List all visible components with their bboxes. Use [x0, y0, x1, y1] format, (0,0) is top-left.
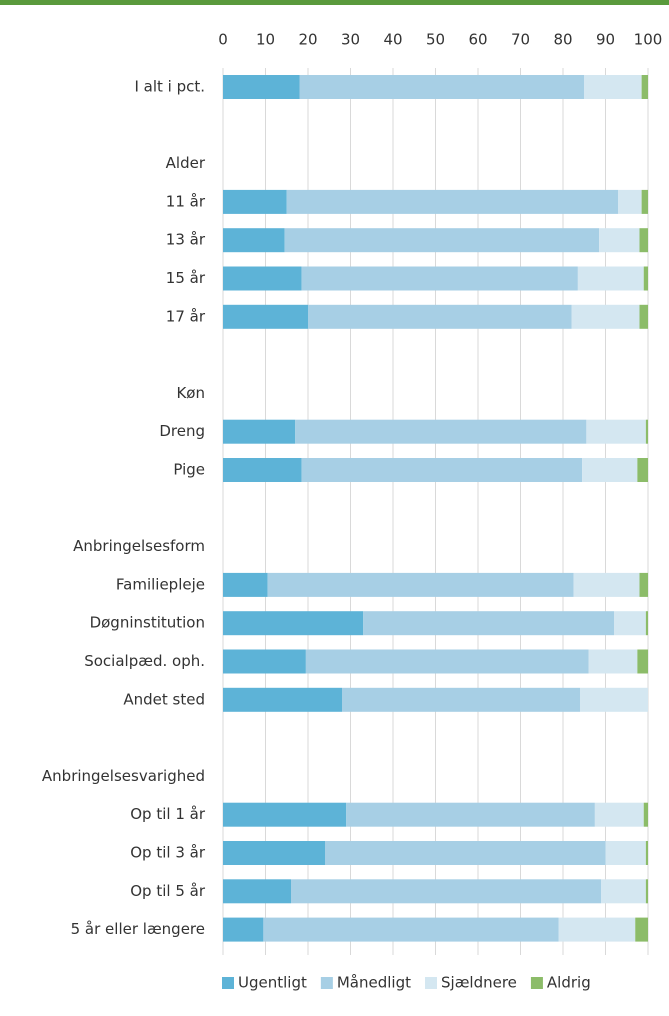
category-label: Anbringelsesform: [73, 537, 205, 555]
bar-segment: [637, 649, 648, 674]
bar-segment: [571, 304, 640, 329]
category-label: Op til 5 år: [130, 882, 206, 900]
bar-segment: [582, 458, 638, 482]
bar-segment: [605, 841, 646, 865]
bar-segment: [301, 266, 578, 291]
x-tick-label: 80: [553, 31, 572, 49]
x-tick-label: 10: [256, 31, 275, 49]
bar-segment: [577, 266, 644, 291]
bar-segment: [645, 841, 648, 865]
legend-swatch: [530, 977, 543, 989]
bar-segment: [586, 419, 646, 444]
category-label: 17 år: [166, 307, 206, 325]
bar-segment: [223, 228, 285, 253]
bar-segment: [618, 189, 642, 214]
bar-segment: [223, 611, 364, 636]
category-label: Anbringelsesvarighed: [42, 767, 205, 785]
legend-swatch: [425, 977, 437, 989]
bar-segment: [305, 649, 589, 674]
bar-segment: [614, 611, 646, 636]
bar-segment: [291, 879, 602, 904]
legend-label: Sjældnere: [441, 974, 517, 992]
category-label: Døgninstitution: [90, 614, 205, 632]
bar-segment: [558, 917, 636, 942]
bar-segment: [601, 879, 646, 904]
bar-segment: [346, 802, 595, 827]
bar-segment: [643, 802, 648, 827]
x-tick-label: 20: [298, 31, 317, 49]
bar-segment: [263, 917, 559, 942]
bar-segment: [284, 228, 600, 253]
category-label: Familiepleje: [116, 575, 205, 593]
category-label: 5 år eller længere: [71, 920, 205, 938]
x-tick-label: 70: [511, 31, 530, 49]
bar-segment: [223, 687, 342, 712]
bar-segment: [599, 228, 640, 253]
bar-segment: [223, 649, 306, 674]
bar-segment: [639, 228, 648, 253]
legend-label: Ugentligt: [238, 974, 307, 992]
category-label: 15 år: [166, 269, 206, 287]
bar-segment: [594, 802, 644, 827]
bar-segment: [645, 879, 648, 904]
bar-segment: [635, 917, 648, 942]
bar-segment: [641, 75, 648, 99]
bar-segment: [223, 75, 300, 99]
bar-segment: [588, 649, 638, 674]
bar-segment: [643, 266, 648, 291]
bar-segment: [363, 611, 614, 636]
category-label: Op til 1 år: [130, 805, 206, 823]
bar-segment: [573, 572, 640, 597]
bar-segment: [267, 572, 574, 597]
x-tick-label: 40: [383, 31, 402, 49]
bar-segment: [580, 687, 648, 712]
bar-segment: [584, 75, 642, 99]
bar-segment: [223, 419, 296, 444]
x-tick-label: 0: [218, 31, 228, 49]
category-label: 11 år: [166, 192, 206, 210]
x-tick-label: 90: [596, 31, 615, 49]
legend-label: Månedligt: [337, 974, 411, 992]
bar-segment: [223, 917, 264, 942]
category-label: Dreng: [159, 422, 205, 440]
legend-swatch: [222, 977, 234, 989]
bar-segment: [301, 458, 583, 482]
category-label: I alt i pct.: [134, 78, 205, 96]
bar-segment: [223, 879, 291, 904]
x-tick-label: 100: [634, 31, 663, 49]
bar-segment: [286, 189, 619, 214]
bar-segment: [645, 611, 648, 636]
legend-label: Aldrig: [547, 974, 591, 992]
bar-segment: [295, 419, 587, 444]
bar-segment: [223, 304, 308, 329]
bar-segment: [223, 841, 325, 865]
bar-segment: [299, 75, 585, 99]
x-tick-label: 60: [468, 31, 487, 49]
x-tick-label: 30: [341, 31, 360, 49]
category-label: Andet sted: [123, 690, 205, 708]
x-tick-label: 50: [426, 31, 445, 49]
top-band: [0, 0, 669, 5]
bar-segment: [223, 266, 302, 291]
bar-segment: [641, 189, 648, 214]
bar-segment: [645, 419, 648, 444]
bar-segment: [325, 841, 606, 865]
bar-segment: [342, 687, 580, 712]
bar-segment: [639, 572, 648, 597]
category-label: 13 år: [166, 231, 206, 249]
bar-segment: [223, 458, 302, 482]
category-label: Køn: [176, 384, 205, 402]
legend-swatch: [320, 977, 333, 989]
bar-segment: [308, 304, 572, 329]
category-label: Pige: [173, 461, 205, 479]
bar-segment: [637, 458, 648, 482]
bar-segment: [223, 189, 287, 214]
category-label: Op til 3 år: [130, 844, 206, 862]
bar-segment: [223, 572, 268, 597]
category-label: Alder: [166, 154, 206, 172]
bar-segment: [223, 802, 347, 827]
category-label: Socialpæd. oph.: [84, 652, 205, 670]
bar-segment: [639, 304, 648, 329]
